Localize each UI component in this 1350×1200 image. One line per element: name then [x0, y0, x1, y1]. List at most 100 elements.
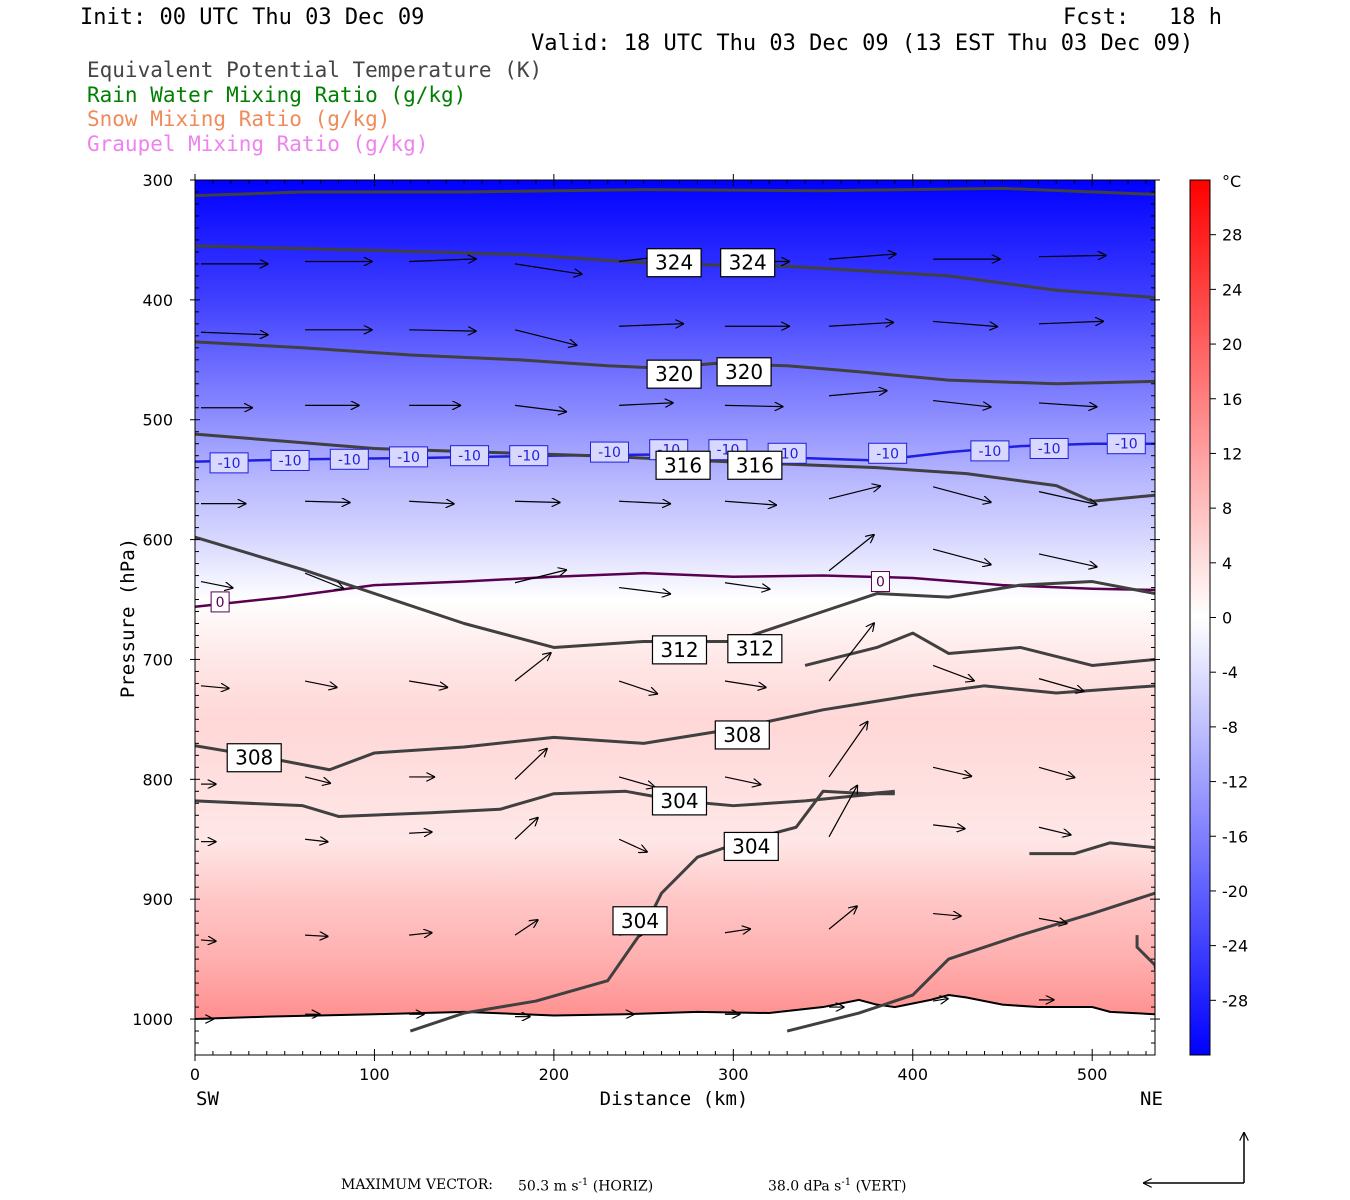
plot-frame — [194, 179, 1156, 1056]
max-horiz-vector: 50.3 m s-1 (HORIZ) — [518, 1177, 653, 1195]
wind-vector — [1038, 766, 1075, 777]
svg-text:320: 320 — [655, 362, 693, 386]
legend-theta-e: Equivalent Potential Temperature (K) — [87, 58, 543, 82]
svg-text:-10: -10 — [338, 452, 361, 468]
wind-vector — [933, 399, 992, 408]
temperature-field — [195, 180, 1155, 1055]
isotherm-label: -10 — [450, 445, 490, 467]
wind-vector — [828, 486, 881, 500]
colorbar-tick-label: -8 — [1222, 718, 1238, 737]
svg-text:0: 0 — [876, 575, 885, 591]
wind-vector — [619, 403, 674, 406]
isotherm-label: -10 — [868, 442, 908, 464]
wind-vector — [305, 839, 328, 842]
y-tick-label: 600 — [142, 531, 173, 550]
wind-vector — [409, 933, 432, 936]
colorbar-ticks: 28 24 20 16 12 8 4 0 -4 -8 -12 -16 -20 -24 -28 — [1210, 226, 1248, 1010]
wind-vector — [409, 832, 432, 833]
wind-vector — [1038, 255, 1107, 256]
horiz-value: 50.3 m s — [518, 1178, 579, 1195]
wind-vector — [932, 664, 975, 681]
wind-vector — [933, 825, 966, 829]
colorbar-tick-label: 24 — [1222, 280, 1242, 299]
svg-text:-10: -10 — [218, 456, 241, 472]
colorbar — [1189, 179, 1211, 1056]
svg-text:304: 304 — [732, 834, 770, 858]
horiz-tag: (HORIZ) — [592, 1178, 654, 1195]
theta-e-label: 312 — [727, 634, 783, 664]
theta-e-label: 304 — [651, 786, 708, 816]
forecast-hour: Fcst: 18 h — [1063, 5, 1222, 30]
vert-exponent: -1 — [841, 1177, 852, 1188]
wind-vector — [409, 259, 477, 262]
colorbar-tick-label: 8 — [1222, 499, 1232, 518]
isotherm-label: -10 — [1029, 437, 1069, 459]
colorbar-tick-label: -20 — [1222, 882, 1248, 901]
wind-vector — [409, 501, 455, 504]
wind-vector — [933, 320, 998, 326]
wind-vector — [305, 935, 328, 936]
svg-text:324: 324 — [655, 251, 693, 275]
svg-text:-10: -10 — [1038, 441, 1061, 457]
theta-e-contour — [804, 631, 1155, 667]
y-tick-label: 400 — [142, 291, 173, 310]
wind-vector — [1038, 321, 1104, 324]
reference-vector-icon — [1143, 1132, 1244, 1183]
max-vector-label: MAXIMUM VECTOR: — [341, 1177, 493, 1193]
wind-vector — [828, 534, 875, 572]
isotherm-label: -10 — [209, 452, 249, 474]
x-tick-label: 300 — [718, 1065, 749, 1084]
isotherm-label: -10 — [970, 440, 1010, 462]
svg-text:312: 312 — [736, 637, 774, 661]
colorbar-tick-label: 0 — [1222, 609, 1232, 628]
colorbar-tick-label: 4 — [1222, 554, 1232, 573]
wind-vector — [933, 998, 949, 1001]
wind-vector — [200, 332, 269, 335]
wind-vector — [724, 582, 771, 590]
theta-e-label: 308 — [714, 720, 770, 750]
theta-e-label: 304 — [723, 831, 779, 862]
wind-vector — [1038, 553, 1098, 567]
isotherm-label: 0 — [210, 591, 230, 613]
vert-tag: (VERT) — [855, 1178, 907, 1195]
y-tick-label: 300 — [142, 171, 173, 190]
wind-vector — [724, 776, 761, 785]
wind-vector — [514, 329, 577, 346]
svg-text:-10: -10 — [978, 444, 1001, 460]
svg-text:304: 304 — [660, 789, 698, 813]
wind-vector — [828, 721, 868, 778]
x-tick-label: 500 — [1077, 1065, 1108, 1084]
colorbar-tick-label: 12 — [1222, 444, 1242, 463]
x-end-label-sw: SW — [196, 1088, 219, 1110]
theta-e-label: 320 — [646, 359, 702, 389]
wind-vector — [724, 501, 777, 505]
wind-vector — [1038, 918, 1068, 923]
svg-text:320: 320 — [725, 360, 763, 384]
wind-vector — [828, 254, 897, 260]
wind-vector — [514, 570, 567, 584]
wind-vector — [724, 405, 784, 406]
isotherm-label: -10 — [329, 448, 369, 470]
wind-vector — [828, 785, 858, 838]
init-time: Init: 00 UTC Thu 03 Dec 09 — [80, 5, 425, 30]
wind-vector — [828, 391, 888, 397]
x-tick-label: 0 — [190, 1065, 200, 1084]
wind-vector — [1038, 678, 1085, 692]
colorbar-tick-label: -16 — [1222, 827, 1248, 846]
colorbar-tick-label: -28 — [1222, 991, 1248, 1010]
theta-e-label: 316 — [727, 450, 783, 480]
wind-vector — [409, 680, 448, 688]
valid-time: Valid: 18 UTC Thu 03 Dec 09 (13 EST Thu … — [531, 31, 1194, 56]
y-tick-label: 800 — [142, 770, 173, 789]
svg-text:308: 308 — [723, 723, 761, 747]
svg-text:-10: -10 — [279, 453, 302, 469]
svg-text:316: 316 — [664, 453, 702, 477]
x-axis-label: Distance (km) — [600, 1088, 749, 1110]
legend-snow: Snow Mixing Ratio (g/kg) — [87, 107, 391, 131]
plot-layer: -10-10-10-10-10-10-10-10-10-10-10-10-10-… — [195, 186, 1155, 1055]
wind-vector — [200, 686, 230, 689]
theta-e-label: 320 — [716, 357, 772, 387]
wind-vector — [514, 652, 551, 682]
svg-text:0: 0 — [216, 595, 225, 611]
colorbar-tick-label: -12 — [1222, 773, 1248, 792]
